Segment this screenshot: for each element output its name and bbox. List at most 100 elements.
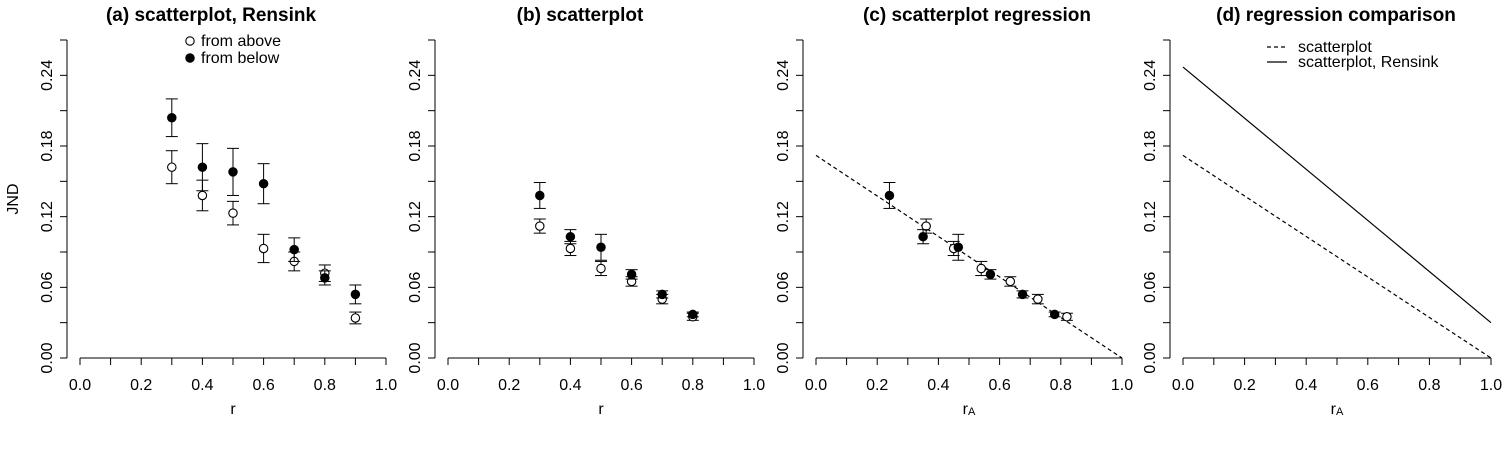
x-axis-label-subscript: A bbox=[1336, 406, 1344, 418]
x-tick-label: 0.6 bbox=[988, 377, 1010, 394]
legend-marker-filled bbox=[185, 53, 195, 63]
x-tick-label: 0.2 bbox=[1233, 377, 1255, 394]
data-point-from-above bbox=[350, 313, 361, 323]
data-point-from-below bbox=[596, 242, 606, 253]
data-point-from-above bbox=[596, 263, 606, 274]
x-axis-label: rA bbox=[963, 401, 976, 418]
legend-label: from above bbox=[201, 33, 281, 50]
x-tick-label: 0.0 bbox=[69, 377, 91, 394]
panel-title: (d) regression comparison bbox=[1216, 5, 1456, 26]
y-tick-label: 0.18 bbox=[775, 130, 792, 161]
legend-label: scatterplot bbox=[1298, 39, 1372, 56]
x-tick-label: 0.4 bbox=[1295, 377, 1317, 394]
data-point-from-above bbox=[1062, 312, 1072, 322]
x-tick-label: 1.0 bbox=[375, 377, 397, 394]
data-point-from-above bbox=[228, 208, 238, 218]
x-tick-label: 0.6 bbox=[1357, 377, 1379, 394]
y-tick-label: 0.12 bbox=[775, 201, 792, 232]
data-point-from-above bbox=[197, 190, 208, 201]
x-tick-label: 0.2 bbox=[498, 377, 520, 394]
y-tick-label: 0.24 bbox=[39, 60, 56, 91]
y-tick-label: 0.18 bbox=[39, 130, 56, 161]
x-tick-label: 0.2 bbox=[866, 377, 888, 394]
data-point-from-above bbox=[535, 221, 545, 231]
data-point-from-below bbox=[289, 244, 299, 255]
y-tick-label: 0.00 bbox=[1142, 342, 1159, 373]
data-point-from-below bbox=[350, 289, 361, 300]
data-point-from-below bbox=[197, 162, 208, 172]
x-axis-label-subscript: A bbox=[968, 406, 976, 418]
x-tick-label: 0.8 bbox=[1050, 377, 1072, 394]
data-point-from-below bbox=[884, 190, 895, 201]
data-point-from-below bbox=[167, 112, 177, 123]
x-tick-label: 0.6 bbox=[252, 377, 274, 394]
data-point-from-below bbox=[918, 231, 928, 242]
data-point-from-above bbox=[1005, 276, 1016, 287]
data-point-from-below bbox=[565, 231, 576, 242]
data-point-from-above bbox=[258, 243, 269, 254]
y-tick-label: 0.06 bbox=[39, 272, 56, 303]
panel-title: (b) scatterplot bbox=[517, 5, 644, 26]
y-tick-label: 0.24 bbox=[1142, 60, 1159, 91]
regression-line-dashed bbox=[1182, 154, 1492, 359]
x-tick-label: 0.4 bbox=[927, 377, 949, 394]
data-point-from-above bbox=[565, 243, 576, 254]
y-tick-label: 0.12 bbox=[39, 201, 56, 232]
y-tick-label: 0.18 bbox=[407, 130, 424, 161]
panel-a: (a) scatterplot, Rensink 0.0 0.2 0.4 0.6 0.8 1… bbox=[5, 5, 397, 418]
y-tick-label: 0.06 bbox=[407, 272, 424, 303]
panel-c: (c) scatterplot regression 0.0 0.2 0.4 0.6 0.… bbox=[775, 5, 1133, 418]
x-tick-label: 1.0 bbox=[743, 377, 765, 394]
y-axis-label: JND bbox=[5, 183, 22, 214]
data-point-from-below bbox=[1017, 289, 1028, 300]
x-axis-label: r bbox=[230, 401, 236, 418]
panel-title: (a) scatterplot, Rensink bbox=[106, 5, 317, 26]
data-point-from-below bbox=[320, 273, 330, 283]
data-point-from-above bbox=[167, 162, 177, 172]
x-tick-label: 0.6 bbox=[620, 377, 642, 394]
legend-label: scatterplot, Rensink bbox=[1298, 54, 1440, 71]
data-point-from-below bbox=[657, 289, 667, 300]
panel-b: (b) scatterplot 0.0 0.2 0.4 0.6 0.8 1.0 0.00 0.0… bbox=[407, 5, 765, 418]
data-point-from-above bbox=[976, 263, 986, 274]
data-point-from-below bbox=[626, 269, 637, 280]
y-tick-label: 0.12 bbox=[1142, 201, 1159, 232]
data-point-from-below bbox=[535, 190, 545, 201]
data-point-from-below bbox=[1049, 309, 1060, 320]
data-point-from-below bbox=[688, 309, 698, 320]
y-tick-label: 0.24 bbox=[407, 60, 424, 91]
y-tick-label: 0.12 bbox=[407, 201, 424, 232]
regression-line-solid bbox=[1182, 66, 1492, 324]
x-tick-label: 0.8 bbox=[682, 377, 704, 394]
x-tick-label: 0.4 bbox=[191, 377, 213, 394]
y-tick-label: 0.00 bbox=[407, 342, 424, 373]
regression-line-dashed bbox=[815, 154, 1123, 359]
y-tick-label: 0.00 bbox=[39, 342, 56, 373]
panel-title: (c) scatterplot regression bbox=[863, 5, 1091, 26]
x-axis-label: r bbox=[598, 401, 604, 418]
data-point-from-below bbox=[258, 178, 269, 189]
x-tick-label: 0.0 bbox=[437, 377, 459, 394]
x-tick-label: 0.2 bbox=[130, 377, 152, 394]
x-tick-label: 0.0 bbox=[805, 377, 827, 394]
x-tick-label: 0.0 bbox=[1172, 377, 1194, 394]
panel-d: (d) regression comparison 0.0 0.2 0.4 0.6 0.8… bbox=[1142, 5, 1502, 418]
y-tick-label: 0.06 bbox=[775, 272, 792, 303]
y-tick-label: 0.00 bbox=[775, 342, 792, 373]
y-tick-label: 0.06 bbox=[1142, 272, 1159, 303]
x-tick-label: 1.0 bbox=[1111, 377, 1133, 394]
data-point-from-above bbox=[1033, 294, 1043, 304]
x-tick-label: 0.8 bbox=[1418, 377, 1440, 394]
data-point-from-below bbox=[228, 167, 238, 177]
data-point-from-below bbox=[953, 242, 964, 253]
x-tick-label: 1.0 bbox=[1480, 377, 1502, 394]
x-axis-label: rA bbox=[1331, 401, 1344, 418]
y-tick-label: 0.24 bbox=[775, 60, 792, 91]
x-tick-label: 0.8 bbox=[314, 377, 336, 394]
x-tick-label: 0.4 bbox=[559, 377, 581, 394]
legend-label: from below bbox=[201, 50, 280, 67]
data-point-from-below bbox=[985, 269, 996, 280]
y-tick-label: 0.18 bbox=[1142, 130, 1159, 161]
legend-marker-open bbox=[185, 36, 195, 46]
